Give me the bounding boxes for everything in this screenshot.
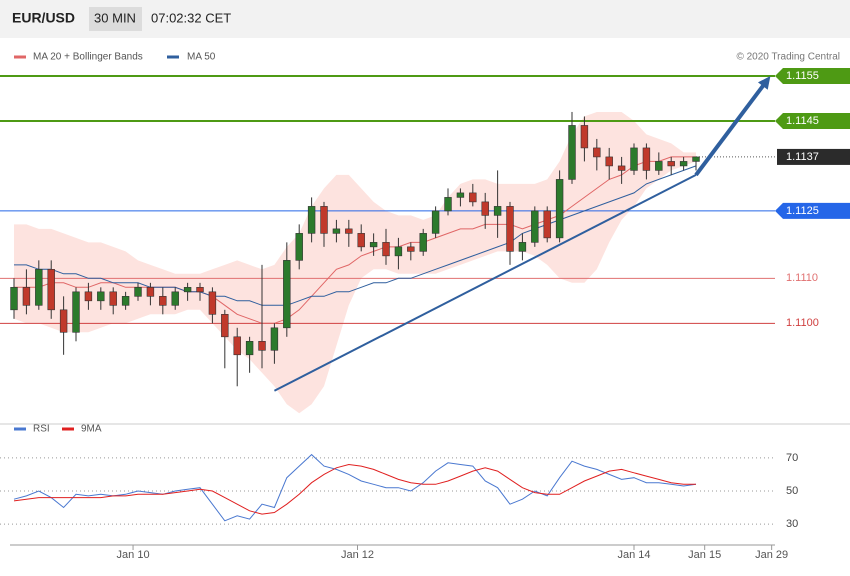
level-badge xyxy=(775,202,850,219)
symbol: EUR/USD xyxy=(12,10,75,26)
level-badge xyxy=(775,67,850,84)
candle-body xyxy=(72,291,80,333)
candle-body xyxy=(382,242,390,257)
candle-body xyxy=(692,156,700,162)
rsi-tick-label: 70 xyxy=(786,452,798,464)
legend-label: MA 50 xyxy=(187,52,216,63)
x-tick-label: Jan 10 xyxy=(117,549,150,561)
candle-body xyxy=(35,269,43,306)
candle-body xyxy=(233,336,241,356)
level-label: 1.1155 xyxy=(786,70,819,82)
candle-body xyxy=(555,179,564,239)
candle-body xyxy=(208,291,217,315)
candle-body xyxy=(419,233,427,252)
ma50-line xyxy=(14,165,697,306)
candle-body xyxy=(481,201,489,216)
candle-body xyxy=(531,210,539,243)
candle-body xyxy=(617,165,626,171)
candle-body xyxy=(97,291,105,302)
candle-body xyxy=(456,192,465,198)
candle-body xyxy=(345,228,353,234)
trend-arrow xyxy=(694,81,768,177)
legend-label: MA 20 + Bollinger Bands xyxy=(33,52,143,63)
candle-body xyxy=(146,287,155,297)
candle-body xyxy=(159,296,167,306)
candle-body xyxy=(121,296,130,306)
bollinger-band xyxy=(14,112,696,414)
candle-body xyxy=(431,210,440,234)
level-badge xyxy=(777,148,850,165)
x-tick-label: Jan 15 xyxy=(688,549,721,561)
candle-body xyxy=(518,242,527,252)
candle-body xyxy=(407,246,415,252)
rsi-tick-label: 50 xyxy=(786,485,798,497)
timeframe-box xyxy=(89,7,142,31)
candle-body xyxy=(84,291,93,302)
candle-body xyxy=(679,161,688,167)
level-label: 1.1110 xyxy=(786,272,818,284)
candle-body xyxy=(22,287,31,306)
candle-body xyxy=(47,269,55,311)
trend-line xyxy=(273,174,697,392)
candle-body xyxy=(258,341,266,351)
candle-body xyxy=(506,206,514,252)
candle-body xyxy=(59,309,68,333)
rsi-line xyxy=(13,463,696,515)
candle-body xyxy=(357,233,365,248)
level-label: 1.1100 xyxy=(786,317,819,329)
legend-label: RSI xyxy=(33,424,50,435)
x-tick-label: Jan 29 xyxy=(755,549,788,561)
candle-body xyxy=(655,161,663,171)
candle-body xyxy=(642,147,651,171)
candle-body xyxy=(171,291,179,306)
candle-body xyxy=(221,314,229,338)
candle-body xyxy=(469,192,477,203)
candle-body xyxy=(444,197,452,212)
candle-body xyxy=(593,147,601,158)
candle-body xyxy=(630,147,638,171)
rsi-line xyxy=(13,453,697,522)
timeframe: 30 MIN xyxy=(94,10,136,25)
candle-body xyxy=(307,206,316,234)
level-badge xyxy=(775,112,850,129)
candle-body xyxy=(605,156,613,167)
level-label: 1.1125 xyxy=(786,205,819,217)
candle-body xyxy=(109,291,117,306)
candle-body xyxy=(568,125,576,180)
time: 07:02:32 CET xyxy=(151,10,231,25)
candle-body xyxy=(196,287,204,293)
candle-body xyxy=(369,242,378,248)
ma20-line xyxy=(14,156,696,324)
candle-body xyxy=(245,341,254,356)
copyright: © 2020 Trading Central xyxy=(736,52,840,63)
x-tick-label: Jan 12 xyxy=(341,549,374,561)
candle-body xyxy=(283,260,291,329)
candle-body xyxy=(667,161,675,167)
candle-body xyxy=(134,287,142,297)
x-tick-label: Jan 14 xyxy=(617,549,650,561)
rsi-tick-label: 30 xyxy=(786,518,798,530)
candle-body xyxy=(295,233,303,261)
candle-body xyxy=(332,228,341,234)
legend-label: 9MA xyxy=(81,424,102,435)
candle-body xyxy=(270,327,279,351)
level-label: 1.1145 xyxy=(786,115,819,127)
candle-body xyxy=(580,125,589,149)
candle-body xyxy=(394,246,403,257)
trend-arrow-head xyxy=(757,75,771,90)
candle-body xyxy=(183,287,192,293)
candle-body xyxy=(10,287,18,311)
level-label: 1.1137 xyxy=(786,151,819,163)
candle-body xyxy=(320,206,328,234)
candle-body xyxy=(493,206,502,216)
candle-body xyxy=(543,210,551,239)
